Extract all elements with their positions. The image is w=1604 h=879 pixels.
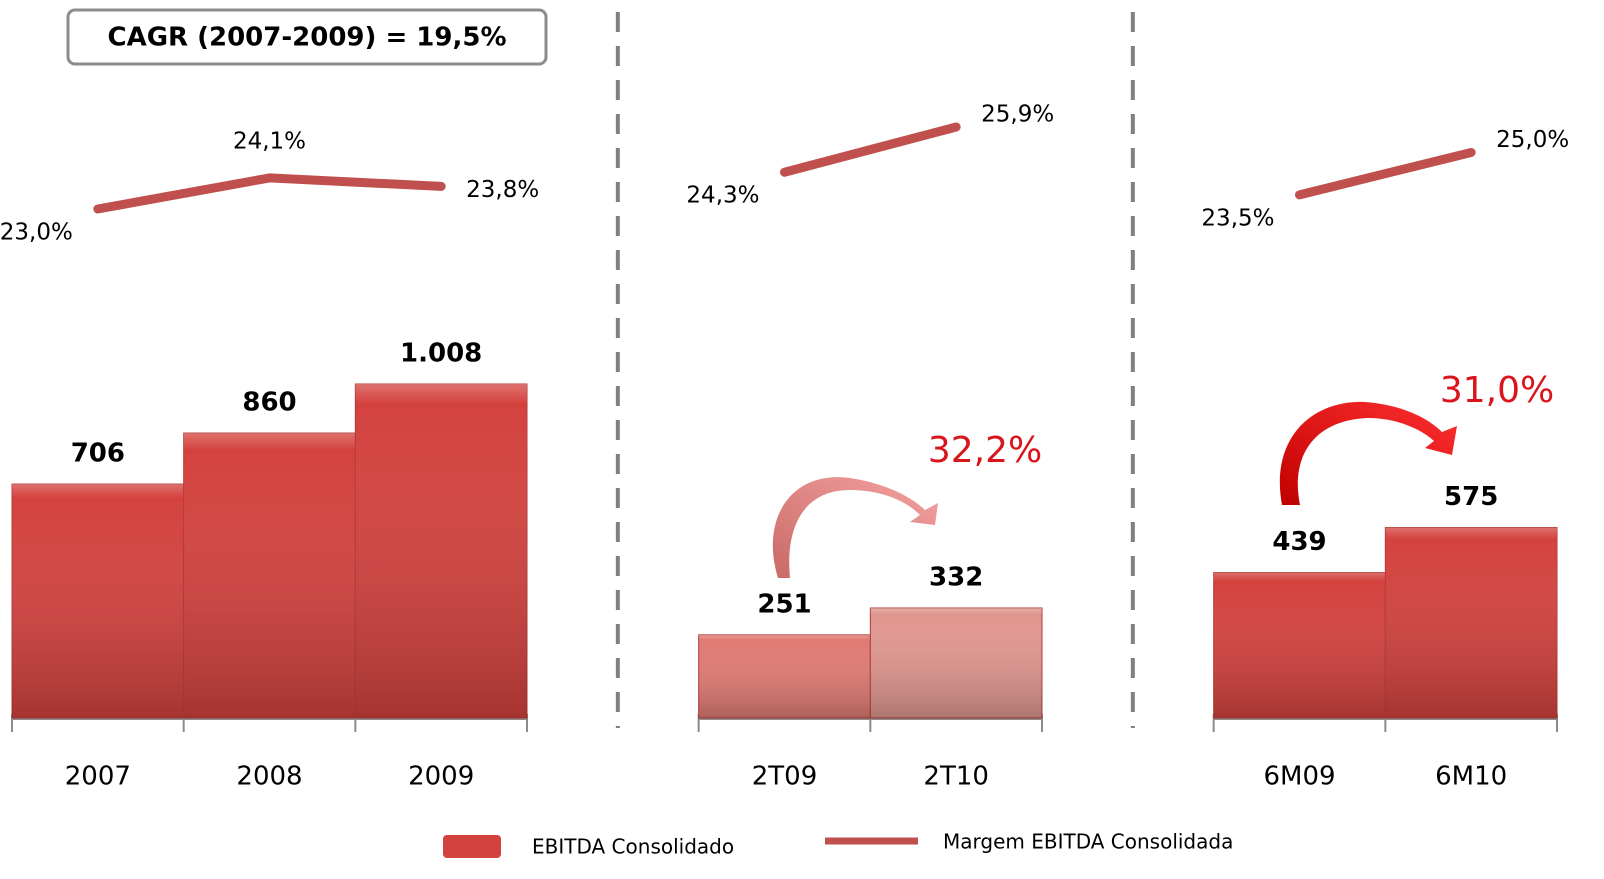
x-tick-label: 6M10 (1435, 762, 1507, 792)
value-label: 25,0% (1496, 127, 1569, 153)
line (93, 173, 446, 214)
value-label: 1.008 (400, 339, 482, 369)
growth-label: 31,0% (1440, 370, 1554, 411)
x-tick-label: 2009 (408, 762, 474, 792)
value-label: 23,5% (1201, 205, 1274, 231)
bar-shade (12, 484, 184, 718)
x-tick-label: 2007 (65, 762, 131, 792)
value-label: 860 (242, 388, 296, 418)
legend-label: EBITDA Consolidado (532, 835, 734, 859)
bar-shade (1213, 572, 1386, 718)
x-tick-label: 6M09 (1263, 762, 1335, 792)
legend-label: Margem EBITDA Consolidada (943, 830, 1233, 854)
value-label: 24,3% (686, 183, 759, 209)
bar-shade (870, 607, 1042, 718)
line (1295, 147, 1476, 200)
line (780, 122, 961, 177)
cagr-label: CAGR (2007-2009) = 19,5% (108, 23, 507, 53)
x-tick-label: 2T10 (923, 762, 989, 792)
value-label: 251 (757, 589, 811, 619)
bar-shade (1385, 527, 1557, 718)
bar-shade (698, 634, 871, 718)
growth-label: 32,2% (928, 430, 1042, 471)
value-label: 23,8% (466, 177, 539, 203)
value-label: 24,1% (233, 128, 306, 154)
value-label: 439 (1272, 527, 1326, 557)
value-label: 575 (1444, 482, 1498, 512)
cagr-box (66, 8, 548, 66)
value-label: 332 (929, 562, 983, 592)
value-label: 706 (71, 439, 125, 469)
legend: EBITDA Consolidado Margem EBITDA Consoli… (443, 830, 1233, 859)
legend-swatch (443, 835, 501, 858)
bar-shade (355, 384, 527, 718)
x-tick-label: 2008 (236, 762, 302, 792)
value-label: 25,9% (981, 102, 1054, 128)
value-label: 23,0% (0, 220, 73, 246)
plot: 706 860 1.008 251 332 439 575 2007 2008 2009 2T09 2… (0, 12, 1569, 792)
bar-shade (183, 433, 356, 718)
growth-arrow (772, 477, 938, 578)
x-tick-label: 2T09 (752, 762, 818, 792)
growth-arrow (1279, 401, 1457, 505)
